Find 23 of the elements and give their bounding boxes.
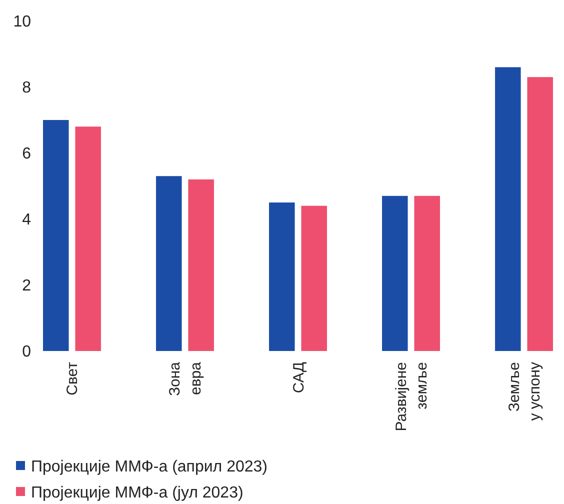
x-tick-label: САД bbox=[290, 362, 308, 394]
bar bbox=[301, 206, 327, 351]
y-tick-label: 8 bbox=[22, 80, 32, 97]
y-tick-label: 2 bbox=[22, 278, 32, 295]
bar bbox=[156, 176, 182, 351]
y-tick-label: 10 bbox=[13, 14, 32, 31]
y-tick-label: 6 bbox=[22, 146, 32, 163]
bar bbox=[495, 67, 521, 351]
bar bbox=[414, 196, 440, 351]
x-tick-label: Зона евра bbox=[166, 361, 205, 396]
y-tick-label: 4 bbox=[22, 212, 32, 229]
bar bbox=[527, 77, 553, 351]
bar bbox=[75, 126, 101, 351]
y-tick-label: 0 bbox=[22, 344, 32, 361]
bar bbox=[43, 120, 69, 351]
x-tick-label: Свет bbox=[64, 362, 82, 396]
bar bbox=[269, 202, 295, 351]
legend-label: Пројекције ММФ-а (април 2023) bbox=[31, 458, 268, 476]
x-tick-label: Земље у успону bbox=[506, 362, 544, 421]
x-tick-label: Развијене земље bbox=[392, 362, 431, 432]
bar bbox=[188, 179, 214, 351]
legend-label: Пројекције ММФ-а (јул 2023) bbox=[31, 484, 244, 502]
bar bbox=[382, 196, 408, 351]
